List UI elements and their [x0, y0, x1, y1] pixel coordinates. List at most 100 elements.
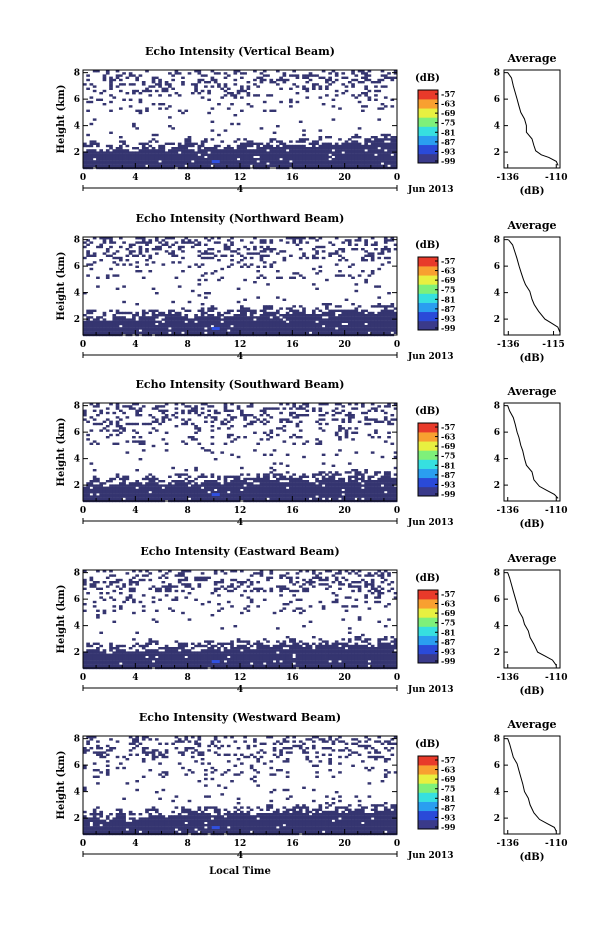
echo-cell [168, 245, 172, 249]
echo-cell [272, 469, 277, 472]
echo-cell [164, 442, 169, 445]
echo-cell [138, 442, 143, 445]
echo-cell [204, 449, 208, 452]
echo-cell [249, 491, 254, 494]
echo-cell [262, 491, 267, 494]
echo-cell [318, 440, 323, 443]
echo-cell [223, 129, 228, 132]
echo-cell [135, 160, 139, 163]
echo-cell [177, 261, 182, 264]
echo-cell [259, 241, 264, 244]
echo-cell [269, 147, 274, 150]
echo-cell [272, 329, 277, 332]
echo-cell [112, 411, 117, 415]
colorbar-frame [417, 256, 439, 331]
echo-cell [154, 651, 159, 654]
echo-cell [298, 120, 303, 123]
echo-cell [132, 482, 136, 485]
echo-cell [269, 307, 274, 310]
echo-cell [102, 486, 107, 489]
echo-cell [256, 151, 261, 154]
echo-cell [115, 475, 120, 478]
echo-cell [174, 327, 179, 330]
echo-cell [266, 475, 270, 478]
echo-cell [141, 311, 146, 315]
echo-cell [367, 311, 372, 315]
echo-cell [145, 482, 149, 485]
echo-cell [233, 114, 238, 117]
echo-cell [243, 245, 247, 249]
echo-cell [128, 583, 133, 586]
echo-cell [289, 482, 293, 485]
echo-cell [92, 585, 97, 588]
echo-cell [262, 488, 267, 492]
echo-cell [132, 89, 136, 93]
echo-cell [292, 473, 296, 476]
echo-cell [213, 325, 218, 328]
echo-cell [354, 74, 359, 77]
echo-cell [217, 259, 221, 262]
echo-cell [325, 142, 329, 145]
echo-cell [213, 316, 218, 319]
echo-cell [393, 311, 398, 315]
echo-cell [141, 662, 146, 665]
echo-cell [190, 497, 195, 500]
echo-cell [246, 252, 251, 255]
echo-cell [207, 89, 211, 93]
echo-cell [197, 149, 202, 152]
echo-cell [361, 259, 365, 262]
echo-cell [377, 318, 382, 321]
echo-cell [334, 325, 339, 328]
echo-cell [197, 155, 202, 159]
echo-cell [96, 144, 100, 148]
echo-cell [230, 309, 234, 312]
x-tick-label: 16 [286, 173, 299, 183]
echo-cell [289, 153, 293, 156]
echo-cell [200, 155, 205, 159]
echo-cell [207, 307, 211, 310]
echo-cell [302, 488, 306, 492]
echo-cell [207, 329, 211, 332]
echo-cell [275, 147, 280, 150]
echo-cell [377, 296, 382, 299]
echo-cell [122, 155, 126, 159]
echo-cell [272, 475, 277, 478]
echo-cell [338, 309, 342, 312]
echo-cell [364, 411, 368, 415]
echo-cell [154, 620, 159, 623]
echo-cell [390, 164, 395, 167]
echo-cell [105, 164, 110, 167]
echo-cell [377, 420, 382, 423]
echo-cell [148, 254, 153, 257]
echo-cell [253, 151, 257, 154]
echo-cell [354, 431, 359, 434]
echo-cell [223, 331, 228, 334]
echo-cell [204, 272, 208, 275]
echo-cell [118, 495, 123, 498]
echo-cell [289, 155, 293, 159]
echo-cell [377, 138, 382, 141]
echo-cell [171, 153, 175, 156]
date-day-label: 4 [237, 185, 243, 195]
echo-cell [269, 248, 274, 251]
echo-cell [158, 107, 162, 110]
echo-cell [321, 158, 326, 161]
echo-cell [96, 660, 100, 663]
echo-cell [351, 482, 355, 485]
echo-cell [302, 155, 306, 159]
echo-cell [266, 473, 270, 476]
echo-cell [347, 495, 352, 498]
echo-cell [246, 322, 251, 326]
colorbar-segment [418, 99, 438, 109]
echo-cell [390, 303, 395, 306]
echo-cell [351, 331, 355, 334]
echo-cell [83, 653, 87, 656]
echo-cell [148, 640, 153, 643]
echo-cell [190, 83, 195, 86]
echo-cell [210, 162, 215, 165]
echo-cell [177, 493, 182, 496]
echo-cell [318, 76, 323, 79]
echo-cell [240, 85, 244, 88]
echo-cell [226, 149, 231, 152]
echo-cell [236, 164, 241, 167]
